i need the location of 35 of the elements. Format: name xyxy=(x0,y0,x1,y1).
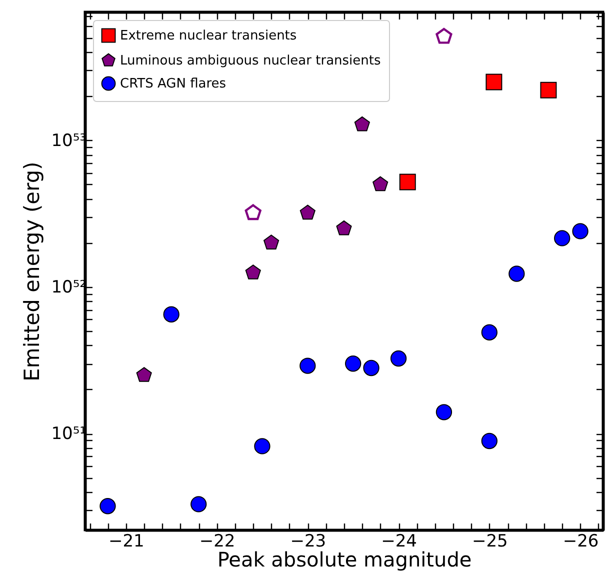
y-tick-label: 10⁵² xyxy=(51,277,86,298)
point xyxy=(163,306,180,322)
point xyxy=(345,356,362,372)
point xyxy=(244,204,262,220)
legend-label: CRTS AGN flares xyxy=(120,76,226,92)
point xyxy=(486,74,502,90)
point xyxy=(481,432,498,450)
point xyxy=(436,404,452,420)
point xyxy=(354,116,370,132)
point xyxy=(372,176,388,192)
point xyxy=(336,220,352,236)
point xyxy=(508,266,525,282)
point xyxy=(390,350,407,367)
legend-label: Extreme nuclear transients xyxy=(120,28,297,44)
point xyxy=(300,204,316,220)
y-tick-label: 10⁵¹ xyxy=(51,424,86,444)
x-tick-label: −25 xyxy=(472,532,508,552)
point xyxy=(540,82,557,98)
point xyxy=(245,264,261,280)
point xyxy=(554,230,570,246)
point xyxy=(190,496,207,512)
point xyxy=(254,438,270,454)
point xyxy=(436,28,452,44)
y-axis-title: Emitted energy (erg) xyxy=(20,162,44,382)
point xyxy=(399,174,416,190)
legend-label: Luminous ambiguous nuclear transients xyxy=(120,54,381,68)
point xyxy=(572,223,588,240)
x-tick-label: −26 xyxy=(562,532,599,552)
x-tick-label: −21 xyxy=(108,532,144,552)
point xyxy=(100,498,116,514)
point xyxy=(300,358,316,374)
point xyxy=(363,360,380,376)
point xyxy=(264,234,280,250)
point xyxy=(481,324,498,340)
point xyxy=(136,367,152,382)
